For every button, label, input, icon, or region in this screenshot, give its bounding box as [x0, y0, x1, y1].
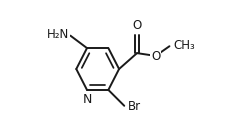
- Text: O: O: [132, 19, 142, 32]
- Text: Br: Br: [128, 100, 141, 113]
- Text: H₂N: H₂N: [47, 28, 69, 42]
- Text: O: O: [151, 50, 160, 63]
- Text: CH₃: CH₃: [173, 39, 195, 52]
- Text: N: N: [83, 93, 92, 106]
